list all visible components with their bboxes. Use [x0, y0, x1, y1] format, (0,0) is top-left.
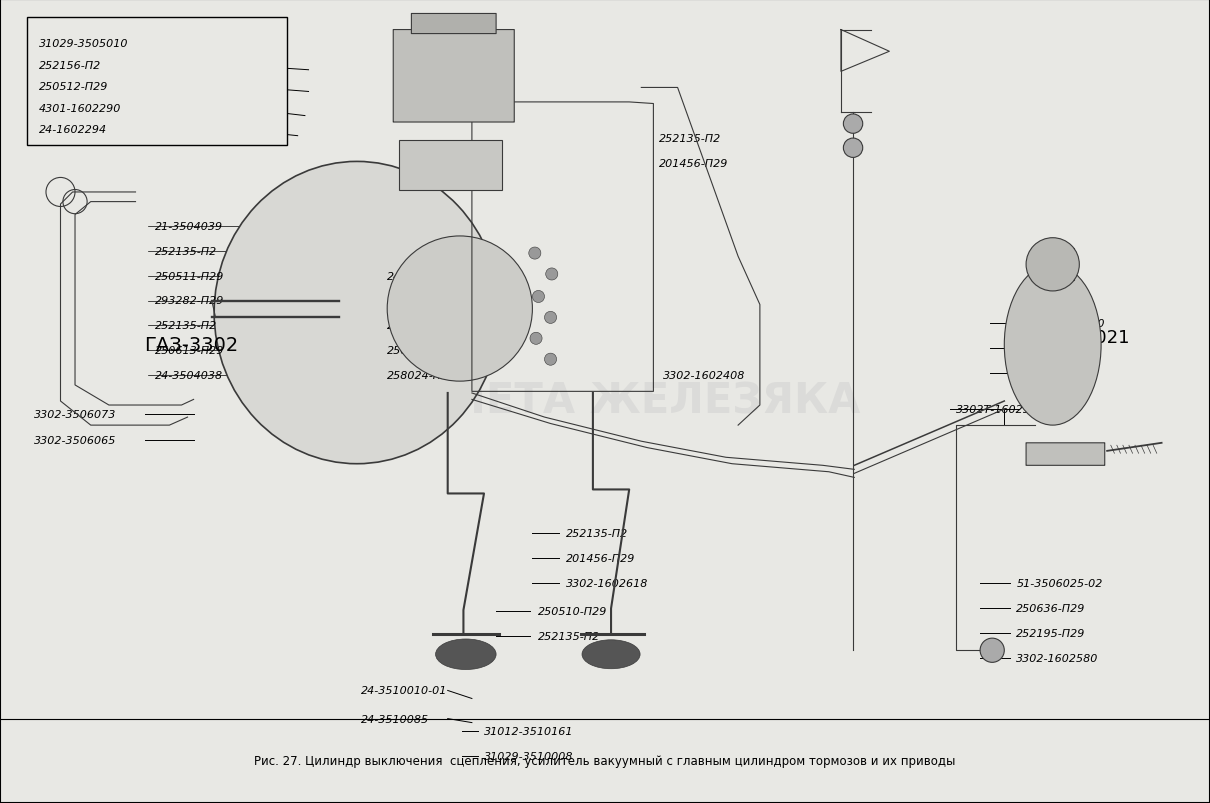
- Text: 51-3506025-02: 51-3506025-02: [1016, 578, 1102, 588]
- Text: 201456-П29: 201456-П29: [566, 553, 635, 563]
- Circle shape: [544, 312, 557, 324]
- Circle shape: [843, 115, 863, 134]
- Text: 293282-П29: 293282-П29: [155, 296, 224, 306]
- Text: 250636-П29: 250636-П29: [1016, 603, 1085, 613]
- Text: 250512-П29: 250512-П29: [39, 82, 108, 92]
- Text: 24-3510010-01: 24-3510010-01: [361, 686, 446, 695]
- Text: 201452-П29: 201452-П29: [1016, 369, 1085, 378]
- Ellipse shape: [582, 640, 640, 669]
- Text: ГАЗ-3302: ГАЗ-3302: [144, 336, 238, 355]
- Text: 31029-1602510: 31029-1602510: [1016, 319, 1106, 328]
- Text: 252135-П2: 252135-П2: [155, 247, 217, 256]
- Text: 252195-П29: 252195-П29: [1016, 628, 1085, 638]
- Text: 4301-1602290: 4301-1602290: [39, 104, 121, 113]
- Text: 250613-П29: 250613-П29: [387, 346, 456, 356]
- Text: 250511-П29: 250511-П29: [155, 271, 224, 281]
- Text: ГАЗ-33021: ГАЗ-33021: [1031, 328, 1130, 346]
- Text: 250510-П29: 250510-П29: [538, 606, 607, 616]
- Ellipse shape: [214, 162, 500, 464]
- Text: 252156-П2: 252156-П2: [39, 61, 100, 71]
- Text: 250613-П29: 250613-П29: [155, 346, 224, 356]
- Text: 24-3510085: 24-3510085: [361, 714, 428, 724]
- FancyBboxPatch shape: [411, 14, 496, 35]
- Circle shape: [1026, 238, 1079, 291]
- Text: 3302-3506065: 3302-3506065: [34, 435, 116, 445]
- Text: 252135-П2: 252135-П2: [538, 631, 600, 641]
- Text: 252135-П2: 252135-П2: [155, 321, 217, 331]
- Text: 24-3504038-10: 24-3504038-10: [387, 271, 473, 281]
- Text: 252156-П2: 252156-П2: [387, 321, 449, 331]
- Text: 3302-1602618: 3302-1602618: [566, 578, 649, 588]
- Text: 21-3504039: 21-3504039: [155, 222, 223, 231]
- Ellipse shape: [436, 639, 496, 670]
- Circle shape: [387, 237, 532, 381]
- FancyBboxPatch shape: [1026, 443, 1105, 466]
- Text: 3302-1602580: 3302-1602580: [1016, 654, 1099, 663]
- Text: 31012-3510161: 31012-3510161: [484, 726, 574, 736]
- Text: 3302-1602408: 3302-1602408: [663, 371, 745, 381]
- Text: 31029-3510008: 31029-3510008: [484, 752, 574, 761]
- Text: 31029-3505010: 31029-3505010: [39, 39, 128, 49]
- Circle shape: [532, 291, 544, 304]
- Bar: [1031, 249, 1074, 281]
- Text: 252135-П2: 252135-П2: [1016, 344, 1078, 353]
- Text: 3302-3506073: 3302-3506073: [34, 410, 116, 419]
- Circle shape: [530, 332, 542, 345]
- Circle shape: [546, 268, 558, 281]
- Text: 201456-П29: 201456-П29: [659, 159, 728, 169]
- Circle shape: [529, 247, 541, 260]
- Text: ПЛАНЕТА ЖЕЛЕЗЯКА: ПЛАНЕТА ЖЕЛЕЗЯКА: [350, 381, 860, 422]
- Text: 252135-П2: 252135-П2: [566, 528, 628, 538]
- Text: Рис. 27. Цилиндр выключения  сцепления, усилитель вакуумный с главным цилиндром : Рис. 27. Цилиндр выключения сцепления, у…: [254, 754, 956, 767]
- Text: 3302Т-1602580: 3302Т-1602580: [956, 405, 1045, 414]
- Circle shape: [980, 638, 1004, 662]
- Ellipse shape: [1004, 265, 1101, 426]
- Circle shape: [843, 139, 863, 158]
- Text: 258024-П29: 258024-П29: [387, 371, 456, 381]
- Text: 24-1602294: 24-1602294: [39, 125, 106, 135]
- Text: 252135-П2: 252135-П2: [659, 134, 721, 144]
- Text: 21-3504039: 21-3504039: [387, 296, 455, 306]
- Text: 24-3504038: 24-3504038: [155, 371, 223, 381]
- Bar: [399, 141, 502, 190]
- Bar: [27, 18, 287, 146]
- FancyBboxPatch shape: [393, 31, 514, 123]
- Circle shape: [544, 353, 557, 366]
